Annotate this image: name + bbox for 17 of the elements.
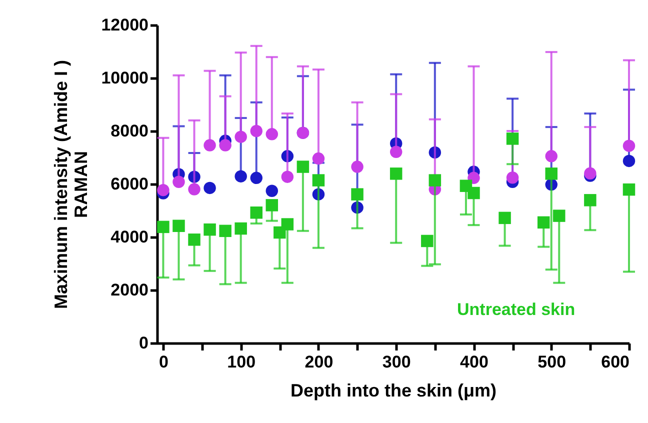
y-tick-label: 8000 — [110, 122, 148, 140]
x-tick-label: 100 — [227, 352, 256, 372]
text: Untreated skin — [457, 300, 576, 319]
x-axis-title: Depth into the skin (μm) — [290, 380, 497, 400]
x-tick-label: 300 — [382, 352, 411, 372]
y-tick-label: 4000 — [110, 228, 148, 246]
x-tick-label: 200 — [304, 352, 334, 372]
x-tick-label: 600 — [601, 352, 630, 372]
y-tick-label: 6000 — [110, 174, 148, 194]
x-tick-label: 400 — [460, 352, 488, 372]
x-tick-label: 0 — [158, 352, 168, 372]
y-tick-label: 2000 — [110, 280, 148, 300]
y-tick-label: 10000 — [101, 68, 148, 88]
y-tick-label: 0 — [139, 334, 148, 352]
x-tick-label: 500 — [538, 352, 566, 372]
y-tick-label: 12000 — [101, 16, 148, 34]
y-axis-title: Maximum intensity (Amide I ) RAMAN — [51, 60, 92, 310]
